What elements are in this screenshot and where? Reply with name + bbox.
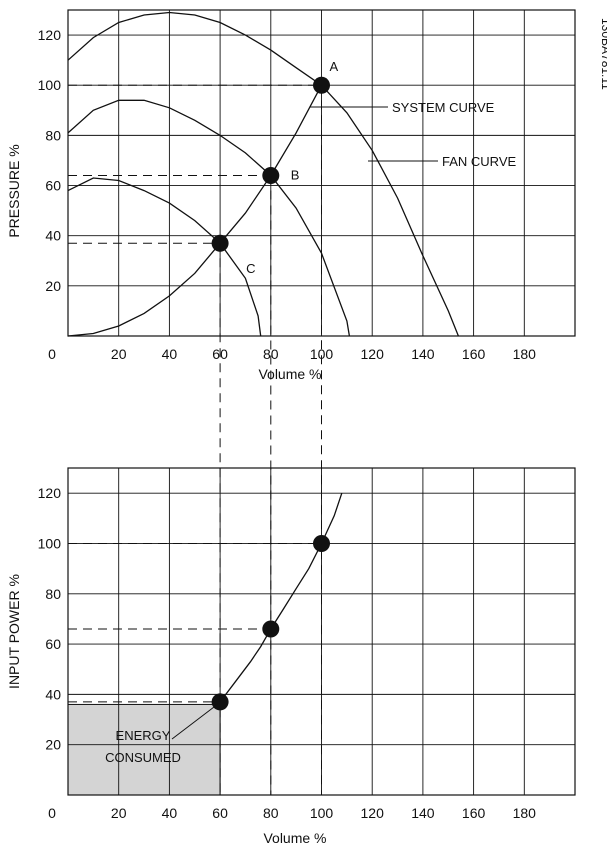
operating-point-label: B [291,168,300,183]
energy-consumed-label: CONSUMED [105,750,181,765]
y-tick-label: 100 [38,77,62,93]
x-tick-label: 140 [411,346,435,362]
y-tick-label: 40 [45,228,61,244]
x-tick-label: 40 [162,805,178,821]
y-axis-title: PRESSURE % [6,144,22,237]
x-axis-title: Volume % [258,366,321,382]
y-tick-label: 120 [38,27,62,43]
x-tick-label: 60 [212,805,228,821]
x-tick-label: 180 [513,805,537,821]
energy-consumed-label: ENERGY [116,728,171,743]
power-curve [219,492,343,703]
plot-frame [67,9,576,337]
y-tick-label: 60 [45,636,61,652]
y-tick-label: 20 [45,278,61,294]
fan-curve-label: FAN CURVE [442,154,516,169]
system-curve-label: SYSTEM CURVE [392,100,495,115]
x-tick-label: 120 [361,346,385,362]
x-tick-label: 160 [462,346,486,362]
x-tick-label: 20 [111,346,127,362]
x-tick-label: 80 [263,805,279,821]
y-tick-label: 20 [45,737,61,753]
pressure-chart: 0 20 40 60 80 100 120 140 160 18020406080100120Vo… [6,9,576,382]
x-tick-label: 160 [462,805,486,821]
x-tick-label: 140 [411,805,435,821]
y-tick-label: 100 [38,535,62,551]
x-tick-label: 80 [263,346,279,362]
y-tick-label: 60 [45,178,61,194]
y-tick-label: 120 [38,485,62,501]
y-tick-label: 80 [45,127,61,143]
x-tick-label: 20 [111,805,127,821]
figure-code: 130BA781.11 [599,18,607,90]
x-tick-label: 180 [513,346,537,362]
y-tick-label: 80 [45,586,61,602]
system-curve [67,84,323,337]
fan-curve-100 [67,11,460,337]
energy-consumed-leader [171,706,215,740]
energy-consumed-area [67,703,221,796]
x-tick-label: 100 [310,346,334,362]
x-tick-label: 0 [48,805,56,821]
y-tick-label: 40 [45,686,61,702]
input-power-chart: 0 20 40 60 80 100 120 140 160 180 20 40 60 80 100 120 Vo… [6,467,576,846]
x-tick-label: 0 [48,346,56,362]
x-tick-label: 40 [162,346,178,362]
volume-link-lines [219,85,322,795]
fan-curve-60 [67,177,262,337]
x-tick-label: 120 [361,805,385,821]
x-tick-label: 100 [310,805,334,821]
y-axis-title: INPUT POWER % [6,574,22,689]
operating-point-label: A [330,59,339,74]
x-axis-title: Volume % [263,830,326,846]
operating-point-label: C [246,261,255,276]
